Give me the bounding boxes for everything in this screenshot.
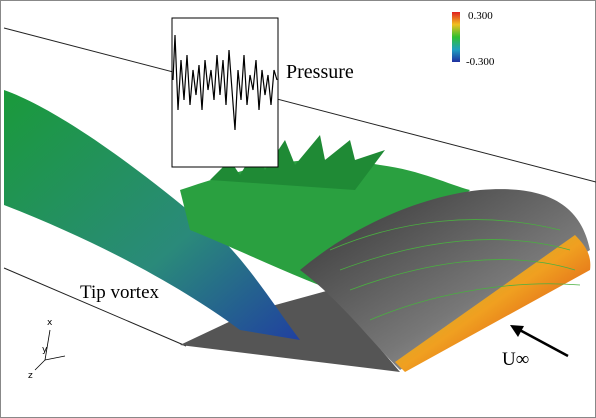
page: Pressure Tip vortex U∞ 0.300 -0.300 x y … <box>0 0 596 418</box>
pressure-label: Pressure <box>286 61 354 83</box>
axis-label: y <box>42 345 48 355</box>
freestream-label: U∞ <box>502 349 529 370</box>
axis-label: z <box>28 371 33 381</box>
axis-label: x <box>47 318 53 328</box>
colorbar <box>452 12 460 62</box>
colorbar-max: 0.300 <box>468 10 493 22</box>
visualization: Pressure Tip vortex U∞ 0.300 -0.300 x y … <box>0 0 596 418</box>
colorbar-min: -0.300 <box>466 56 495 68</box>
tip-vortex-label: Tip vortex <box>80 282 160 303</box>
